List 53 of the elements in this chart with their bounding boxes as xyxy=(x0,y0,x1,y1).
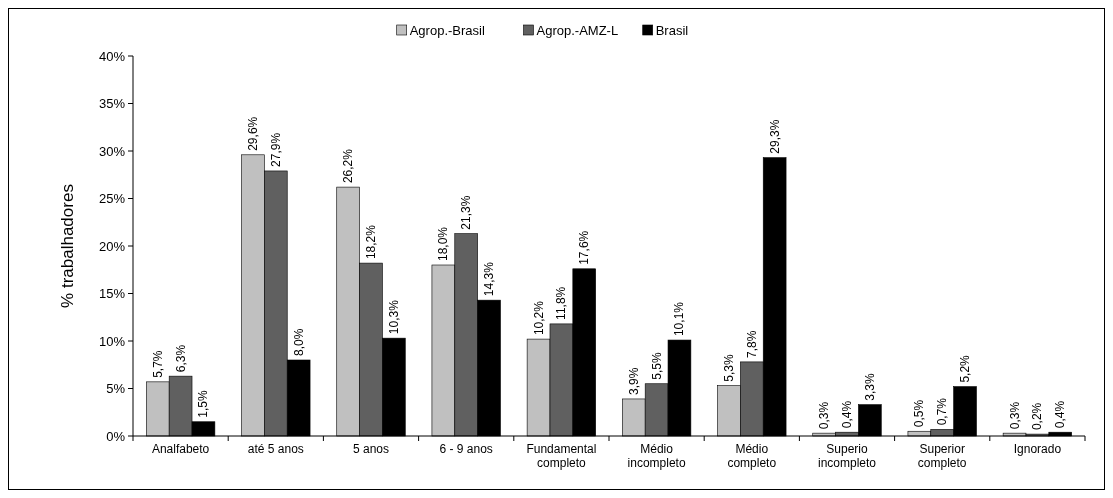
data-label: 0,4% xyxy=(1053,400,1068,429)
data-label: 17,6% xyxy=(577,230,592,265)
data-label: 0,5% xyxy=(912,399,927,428)
data-label: 27,9% xyxy=(268,132,283,167)
x-tick-label: Médio incompleto xyxy=(627,442,686,470)
data-label: 21,3% xyxy=(459,195,474,230)
y-tick-label: 35% xyxy=(98,96,126,112)
data-label: 10,2% xyxy=(531,300,546,336)
data-label: 29,6% xyxy=(245,116,260,151)
data-label: 3,9% xyxy=(626,367,641,395)
y-tick-label: 15% xyxy=(98,286,126,302)
y-tick-label: 40% xyxy=(98,48,126,64)
y-tick-label: 30% xyxy=(98,143,126,159)
data-label: 8,0% xyxy=(291,328,306,356)
legend-label: Agrop.-Brasil xyxy=(409,22,485,38)
x-tick-label: Ignorado xyxy=(1013,442,1062,456)
x-tick-label: Médio completo xyxy=(727,442,777,470)
y-tick-label: 20% xyxy=(98,238,126,254)
legend-label: Brasil xyxy=(655,22,689,38)
data-label: 5,3% xyxy=(721,353,736,382)
data-label: 11,8% xyxy=(554,286,569,320)
data-label: 0,3% xyxy=(1007,401,1022,430)
data-label: 5,2% xyxy=(958,354,973,383)
y-tick-label: 25% xyxy=(98,191,126,207)
y-tick-label: 0% xyxy=(106,428,126,444)
x-tick-label: Superio incompleto xyxy=(817,442,877,470)
data-label: 0,7% xyxy=(935,397,950,426)
data-label: 0,2% xyxy=(1030,402,1045,431)
y-tick-label: 10% xyxy=(98,333,126,349)
data-label: 0,4% xyxy=(840,400,854,429)
data-label: 5,7% xyxy=(150,350,165,378)
x-tick-label: 5 anos xyxy=(352,442,390,456)
data-label: 29,3% xyxy=(767,119,782,154)
data-label: 18,0% xyxy=(436,226,451,261)
data-label: 10,3% xyxy=(386,299,401,335)
x-tick-label: Superior completo xyxy=(917,442,967,470)
y-axis-title: % trabalhadores xyxy=(58,184,77,308)
data-label: 10,1% xyxy=(672,301,687,337)
x-tick-label: Analfabeto xyxy=(151,442,210,456)
data-label: 26,2% xyxy=(341,148,356,184)
data-label: 6,3% xyxy=(173,344,188,373)
data-label: 3,3% xyxy=(862,372,877,401)
legend-label: Agrop.-AMZ-L xyxy=(536,22,619,38)
x-tick-label: até 5 anos xyxy=(247,442,304,456)
data-label: 5,5% xyxy=(649,352,664,380)
x-tick-label: 6 - 9 anos xyxy=(439,442,493,456)
data-label: 14,3% xyxy=(482,261,497,297)
data-label: 18,2% xyxy=(364,224,378,260)
y-tick-label: 5% xyxy=(106,381,126,397)
data-label: 7,8% xyxy=(744,330,759,358)
data-label: 0,3% xyxy=(817,401,832,430)
x-tick-label: Fundamental completo xyxy=(526,442,597,470)
data-label: 1,5% xyxy=(196,390,211,418)
